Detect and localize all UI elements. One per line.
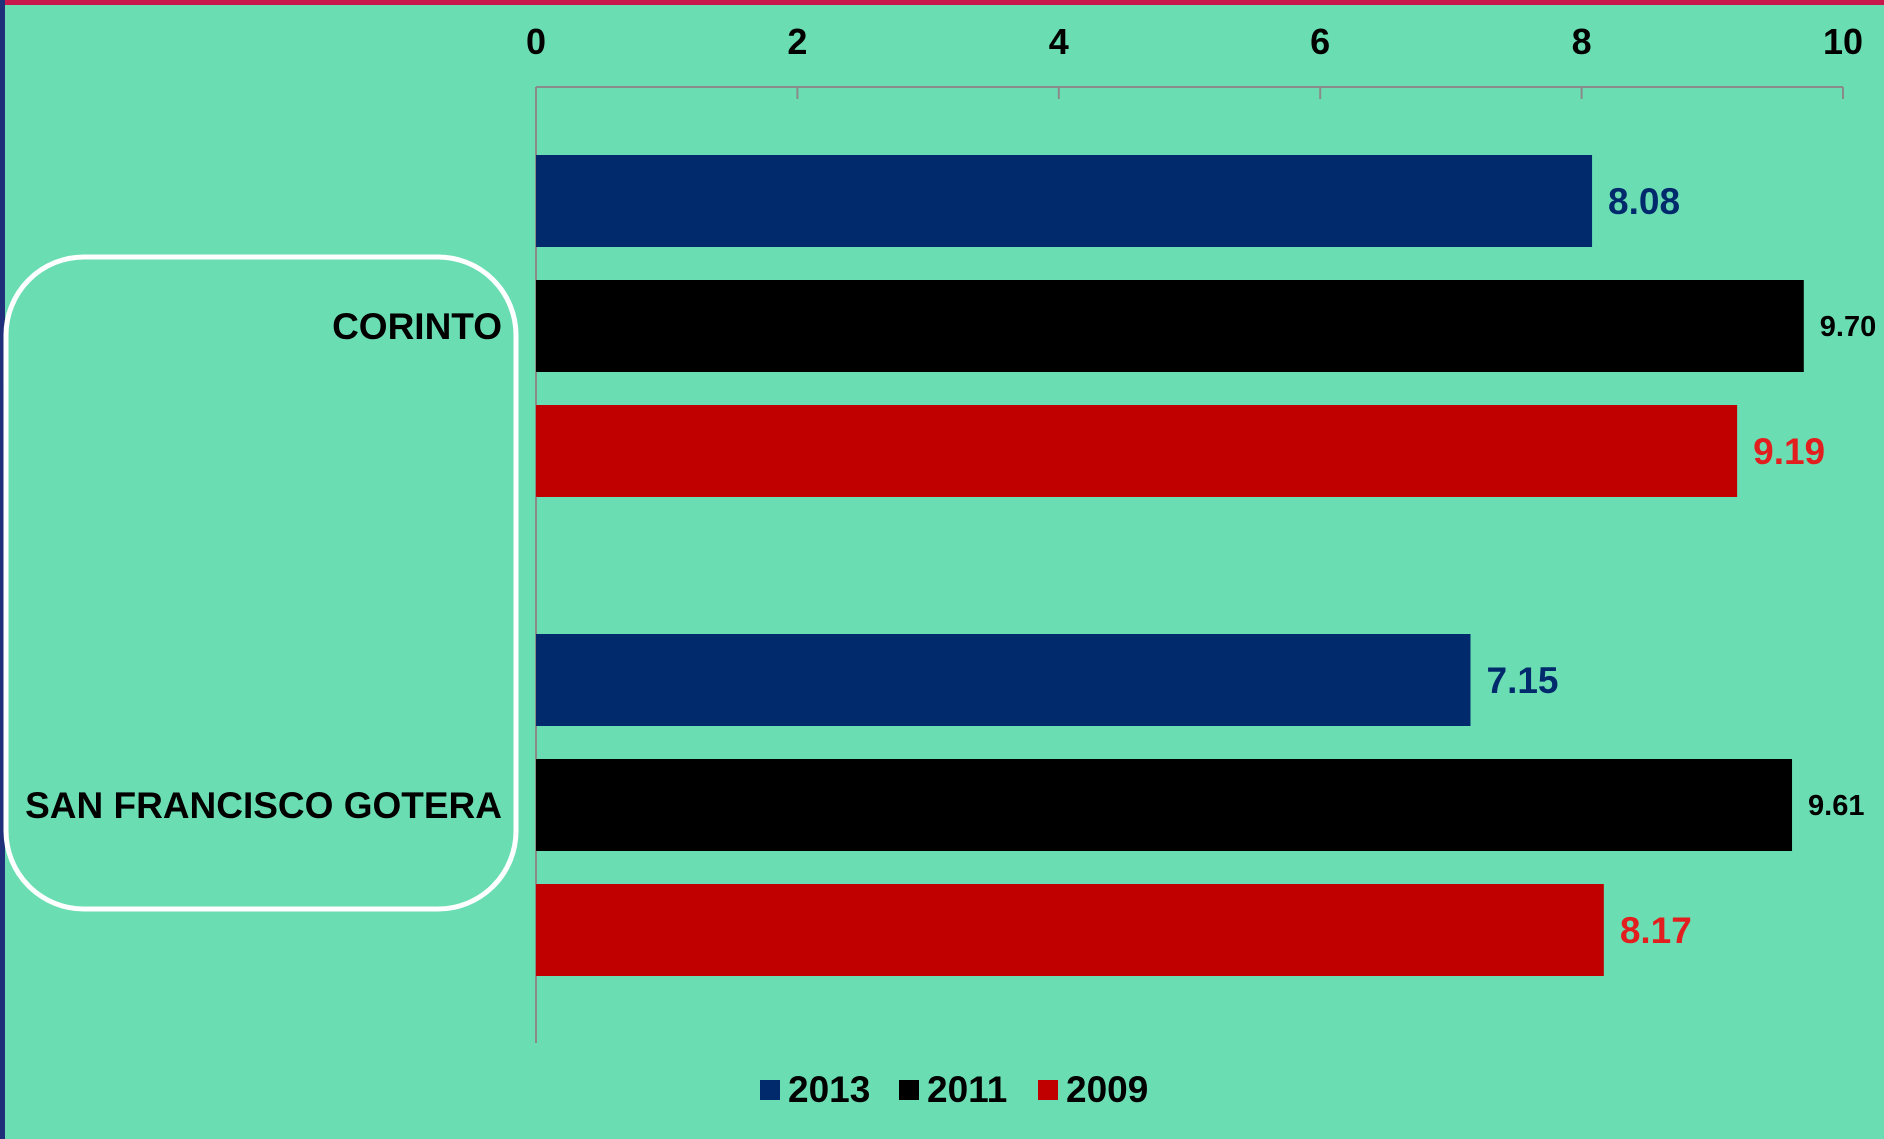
x-tick-label: 8 (1572, 21, 1592, 62)
bar-2013-2 (536, 634, 1471, 726)
x-tick-label: 2 (787, 21, 807, 62)
category-label: CORINTO (332, 306, 502, 347)
data-label: 7.15 (1487, 660, 1559, 701)
legend-item: 2009 (1038, 1069, 1148, 1110)
legend-item: 2011 (899, 1069, 1007, 1110)
data-label: 9.61 (1808, 790, 1864, 822)
legend: 2013 2011 2009 (760, 1069, 1148, 1110)
x-tick-label: 0 (526, 21, 546, 62)
data-label: 8.08 (1608, 181, 1680, 222)
data-label: 8.17 (1620, 910, 1692, 951)
x-tick-label: 4 (1049, 21, 1069, 62)
legend-label: 2011 (927, 1069, 1007, 1110)
highlight-box-layer (3, 254, 519, 912)
bars-layer (536, 155, 1804, 976)
category-highlight-box (3, 254, 519, 912)
bar-2011-1 (536, 280, 1804, 372)
bar-2009-1 (536, 405, 1738, 497)
x-tick-label: 6 (1310, 21, 1330, 62)
legend-label: 2009 (1066, 1069, 1148, 1110)
labels-layer: 8.08 9.70 9.19 CORINTO 7.15 9.61 8.17 SAN FRANC… (25, 181, 1876, 951)
legend-swatch (899, 1080, 919, 1100)
data-label: 9.19 (1753, 431, 1825, 472)
legend-swatch (1038, 1080, 1058, 1100)
top-accent-rule (0, 0, 1884, 5)
x-tick-label: 10 (1823, 21, 1863, 62)
data-label: 9.70 (1820, 311, 1876, 343)
bar-2009-2 (536, 884, 1604, 976)
bar-2011-2 (536, 759, 1793, 851)
legend-item: 2013 (760, 1069, 870, 1110)
bar-2013-1 (536, 155, 1593, 247)
legend-label: 2013 (788, 1069, 870, 1110)
category-label: SAN FRANCISCO GOTERA (25, 785, 502, 826)
left-accent-rule (0, 0, 5, 1139)
legend-swatch (760, 1080, 780, 1100)
